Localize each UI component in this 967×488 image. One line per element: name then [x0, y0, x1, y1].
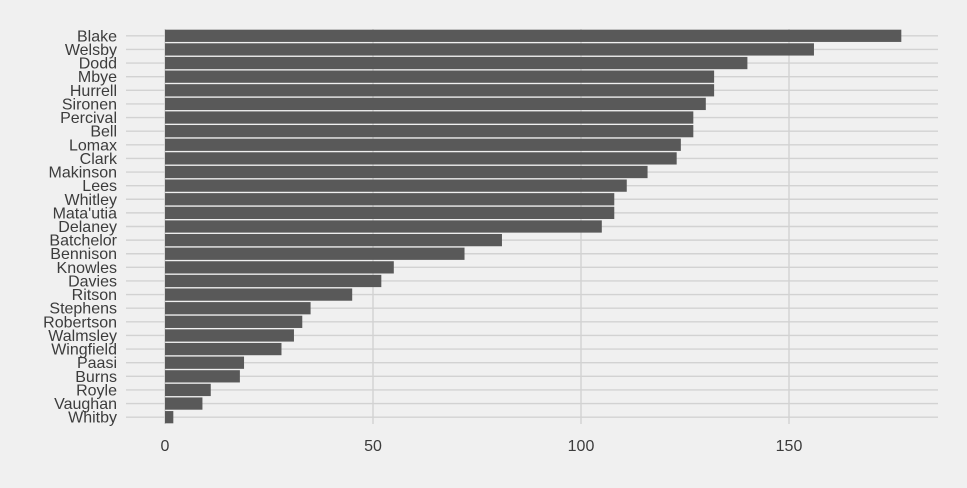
bar-percival — [165, 111, 694, 124]
y-tick-label: Robertson — [43, 314, 117, 331]
bar-stephens — [165, 302, 311, 315]
bar-hurrell — [165, 84, 715, 97]
bar-robertson — [165, 315, 303, 328]
bar-makinson — [165, 165, 648, 179]
bar-bell — [165, 125, 694, 138]
y-tick-label: Batchelor — [49, 233, 117, 250]
y-tick-label: Knowles — [57, 260, 117, 277]
y-tick-label: Stephens — [49, 301, 117, 318]
bar-blake — [165, 29, 902, 42]
y-tick-label: Clark — [80, 151, 118, 168]
y-tick-label: Davies — [68, 273, 117, 290]
y-tick-label: Whitley — [65, 192, 117, 209]
bar-whitley — [165, 193, 615, 206]
bar-bennison — [165, 247, 465, 260]
bar-batchelor — [165, 233, 502, 247]
y-tick-label: Ritson — [72, 287, 117, 304]
x-tick-labels: 0 50 100 150 — [161, 438, 803, 455]
y-tick-label: Makinson — [49, 165, 117, 182]
y-tick-label: Vaughan — [54, 396, 117, 413]
y-tick-label: Dodd — [79, 56, 117, 73]
y-tick-label: Hurrell — [70, 83, 117, 100]
bar-burns — [165, 370, 240, 383]
x-tick-label: 150 — [776, 438, 803, 455]
y-tick-label: Mata'utia — [53, 205, 118, 222]
y-tick-label: Sironen — [62, 96, 117, 113]
x-tick-label: 50 — [364, 438, 382, 455]
y-tick-label: Delaney — [58, 219, 117, 236]
bar-lomax — [165, 138, 681, 151]
bar-layer — [165, 29, 902, 424]
x-tick-label: 0 — [161, 438, 170, 455]
y-tick-labels: BlakeWelsbyDoddMbyeHurrellSironenPerciva… — [43, 28, 118, 426]
y-tick-label: Paasi — [77, 355, 117, 372]
bar-dodd — [165, 56, 748, 70]
bar-whitby — [165, 411, 174, 424]
x-tick-label: 100 — [568, 438, 595, 455]
bar-ritson — [165, 288, 353, 301]
y-tick-label: Lomax — [69, 137, 117, 154]
bar-welsby — [165, 43, 814, 56]
y-tick-label: Welsby — [65, 42, 117, 59]
y-tick-label: Walmsley — [48, 328, 117, 345]
bar-mata-utia — [165, 206, 615, 220]
bar-vaughan — [165, 397, 203, 410]
y-tick-label: Mbye — [78, 69, 117, 86]
y-tick-label: Wingfield — [51, 342, 117, 359]
bar-walmsley — [165, 329, 294, 342]
y-tick-label: Burns — [75, 369, 117, 386]
bar-paasi — [165, 356, 245, 369]
bar-lees — [165, 179, 627, 192]
bar-knowles — [165, 261, 394, 274]
y-tick-label: Percival — [60, 110, 117, 127]
bar-sironen — [165, 97, 706, 111]
y-tick-label: Royle — [76, 382, 117, 399]
y-tick-label: Whitby — [68, 410, 117, 427]
y-tick-label: Bell — [90, 124, 117, 141]
y-tick-label: Bennison — [50, 246, 117, 263]
bar-davies — [165, 274, 382, 288]
bar-mbye — [165, 70, 715, 83]
bar-royle — [165, 383, 211, 397]
y-tick-label: Lees — [82, 178, 117, 195]
y-tick-label: Blake — [77, 28, 117, 45]
bar-delaney — [165, 220, 602, 233]
bar-wingfield — [165, 342, 282, 356]
bar-clark — [165, 152, 677, 165]
